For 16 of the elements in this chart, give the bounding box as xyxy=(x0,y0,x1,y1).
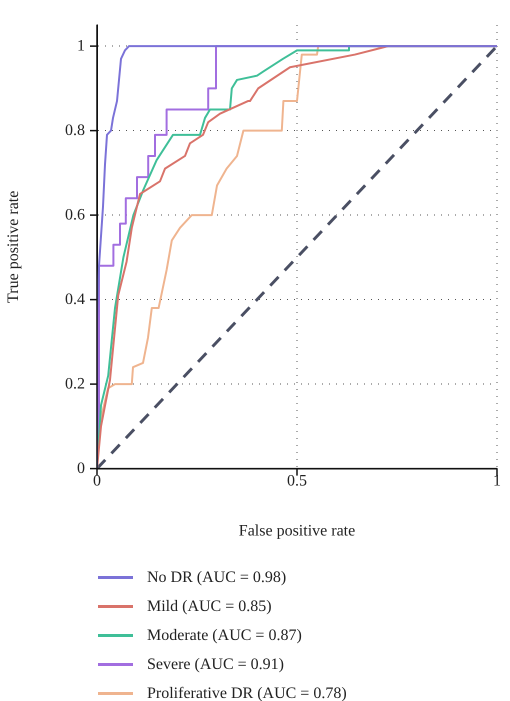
x-tick-label: 0.5 xyxy=(287,472,307,490)
y-tick-label: 0.4 xyxy=(65,290,85,308)
y-tick-label: 0.8 xyxy=(65,122,85,139)
legend-label: Moderate (AUC = 0.87) xyxy=(147,626,302,644)
y-tick-label: 0.2 xyxy=(65,375,85,392)
y-tick-label: 0 xyxy=(77,460,85,477)
x-tick-label: 0 xyxy=(93,472,101,490)
y-axis-title: True positive rate xyxy=(4,190,22,303)
y-tick-label: 1 xyxy=(77,37,85,54)
x-tick-label: 1 xyxy=(493,472,501,490)
legend-label: No DR (AUC = 0.98) xyxy=(147,568,286,586)
legend-label: Severe (AUC = 0.91) xyxy=(147,656,284,674)
legend-label: Mild (AUC = 0.85) xyxy=(147,598,272,616)
x-axis-title: False positive rate xyxy=(238,522,356,540)
legend-label: Proliferative DR (AUC = 0.78) xyxy=(147,684,347,701)
y-tick-label: 0.6 xyxy=(65,206,85,224)
